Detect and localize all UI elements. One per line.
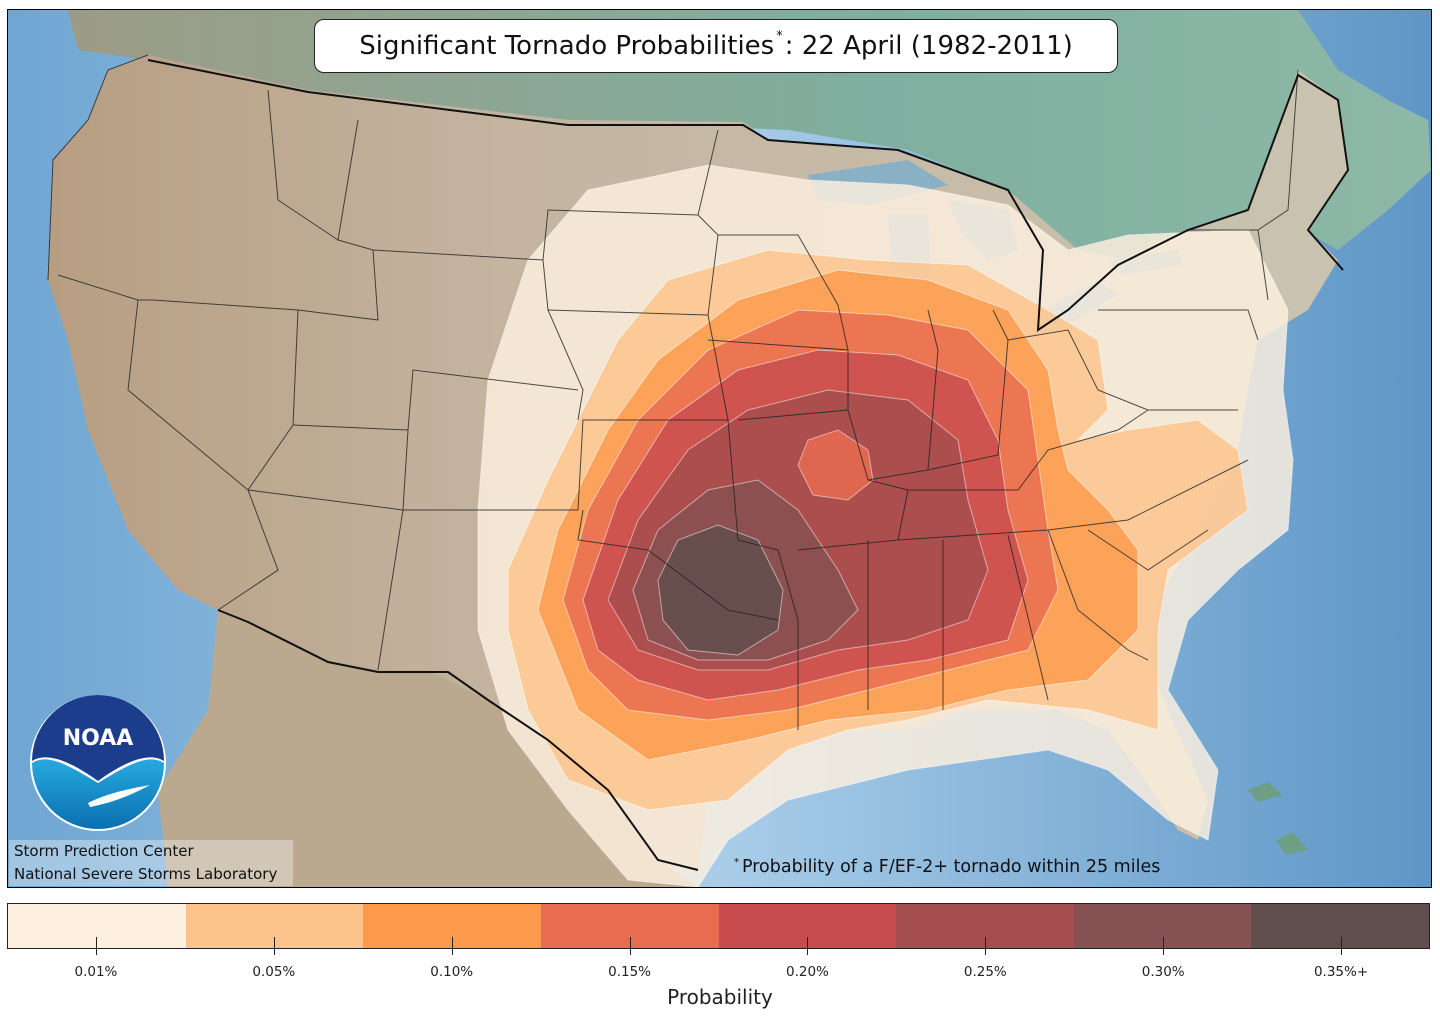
colorbar-label: Probability	[667, 985, 773, 1009]
noaa-logo-text: NOAA	[63, 726, 134, 751]
footnote-asterisk: *	[734, 857, 739, 868]
mexico-land	[158, 610, 698, 887]
contour-level-8	[657, 524, 784, 656]
noaa-logo-icon: NOAA	[30, 695, 166, 831]
colorbar-tick	[1163, 937, 1165, 955]
colorbar	[7, 903, 1430, 949]
colorbar-tick-label: 0.10%	[430, 964, 474, 980]
footnote-text: Probability of a F/EF-2+ tornado within …	[742, 857, 1161, 877]
colorbar-tick-label: 0.01%	[74, 964, 118, 980]
colorbar-tick	[629, 937, 631, 955]
colorbar-segment	[718, 904, 897, 948]
map-frame	[7, 9, 1432, 888]
colorbar-tick	[985, 937, 987, 955]
bahamas	[1248, 782, 1308, 855]
credit-line-1: Storm Prediction Center	[14, 842, 194, 860]
credit-line-2: National Severe Storms Laboratory	[14, 865, 278, 883]
title-date: : 22 April (1982-2011)	[784, 31, 1073, 61]
title-main: Significant Tornado Probabilities	[359, 31, 775, 61]
colorbar-tick-label: 0.05%	[252, 964, 296, 980]
colorbar-segment	[1073, 904, 1252, 948]
state-borders	[47, 54, 1299, 730]
colorbar-tick	[807, 937, 809, 955]
colorbar-tick-label: 0.20%	[785, 964, 829, 980]
probability-contours	[477, 164, 1294, 887]
national-border	[147, 59, 1350, 871]
colorbar-tick-label: 0.30%	[1141, 964, 1185, 980]
colorbar-ticks: 0.01% 0.05% 0.10% 0.15% 0.20% 0.25% 0.30% 0.35%…	[7, 937, 1430, 989]
colorbar-tick	[273, 937, 275, 955]
colorbar-tick	[1341, 937, 1343, 955]
probability-map	[8, 10, 1431, 887]
colorbar-tick-label: 0.35%+	[1313, 964, 1369, 980]
title-asterisk: *	[776, 28, 783, 44]
colorbar-tick	[451, 937, 453, 955]
colorbar-segment	[896, 904, 1074, 948]
colorbar-tick	[95, 937, 97, 955]
contour-pocket	[797, 429, 874, 501]
credits: Storm Prediction Center National Severe …	[9, 840, 293, 886]
footnote: * Probability of a F/EF-2+ tornado within…	[734, 857, 1160, 877]
colorbar-tick-label: 0.15%	[608, 964, 652, 980]
colorbar-tick-label: 0.25%	[963, 964, 1007, 980]
colorbar-segment	[1251, 904, 1429, 948]
map-title: Significant Tornado Probabilities * : 22…	[314, 19, 1118, 73]
